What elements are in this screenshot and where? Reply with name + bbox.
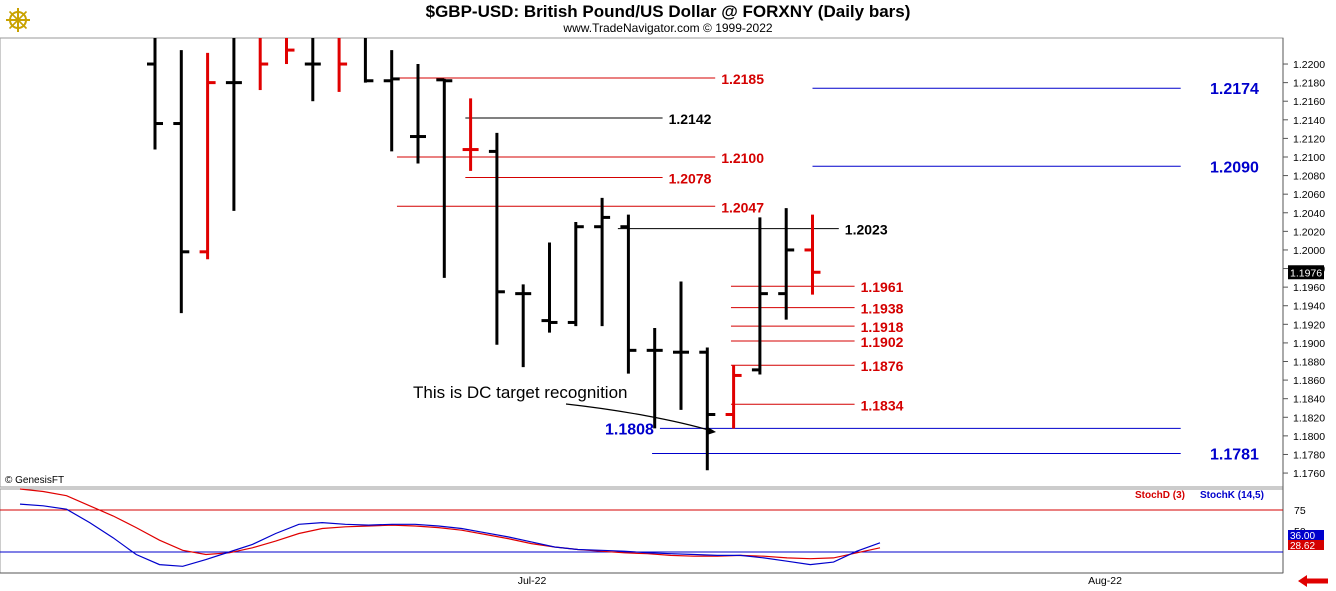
- copyright-text: © GenesisFT: [5, 475, 64, 486]
- time-axis: Jul-22 Aug-22: [518, 575, 1122, 587]
- y-tick-label: 1.2160: [1293, 96, 1325, 108]
- annotation-arrow: [565, 403, 713, 432]
- y-tick-label: 1.2140: [1293, 115, 1325, 127]
- chart-subtitle: www.TradeNavigator.com © 1999-2022: [563, 21, 773, 35]
- y-tick-label: 1.2100: [1293, 152, 1325, 164]
- y-tick-label: 1.2060: [1293, 189, 1325, 201]
- y-tick-label: 1.1900: [1293, 338, 1325, 350]
- y-tick-label: 1.1780: [1293, 449, 1325, 461]
- level-label: 1.1808: [605, 421, 654, 438]
- level-label: 1.1902: [861, 334, 904, 350]
- y-tick-label: 1.1820: [1293, 412, 1325, 424]
- level-label: 1.2185: [721, 71, 764, 87]
- price-bars: [147, 38, 821, 471]
- level-label: 1.2023: [845, 222, 888, 238]
- target-levels: 1.2185 1.2174 1.2142 1.2100 1.2090 1.2078 1.20…: [396, 71, 1259, 464]
- level-label: 1.1961: [861, 279, 904, 295]
- annotation-text: This is DC target recognition: [413, 383, 627, 402]
- y-tick-label: 1.1760: [1293, 468, 1325, 480]
- y-tick-label: 1.1940: [1293, 301, 1325, 313]
- scroll-left-arrow-icon[interactable]: [1297, 574, 1329, 588]
- last-price-label: 1.1976: [1290, 267, 1322, 279]
- y-tick-label: 1.1800: [1293, 431, 1325, 443]
- annotation-arrow-head: [706, 426, 716, 435]
- price-panel-frame: [0, 37, 1284, 488]
- level-label: 1.2078: [669, 170, 712, 186]
- stoch-panel-frame: [0, 488, 1284, 574]
- stochk-value: 36.00: [1290, 531, 1315, 542]
- level-label: 1.1834: [861, 397, 904, 413]
- level-label: 1.2174: [1210, 81, 1259, 98]
- level-label: 1.2047: [721, 199, 764, 215]
- level-label: 1.1781: [1210, 447, 1259, 464]
- legend-stochd: StochD (3): [1135, 490, 1185, 501]
- stochd-value-box: [1288, 540, 1324, 550]
- level-label: 1.1938: [861, 301, 904, 317]
- y-tick-label: 1.1840: [1293, 394, 1325, 406]
- y-tick-label: 1.1920: [1293, 319, 1325, 331]
- y-tick-label: 1.1880: [1293, 357, 1325, 369]
- ship-wheel-logo-icon: [6, 8, 30, 32]
- last-price-box: [1288, 265, 1324, 280]
- y-tick-label: 1.2020: [1293, 226, 1325, 238]
- level-label: 1.2142: [669, 111, 712, 127]
- stochk-value-box: [1288, 530, 1324, 540]
- y-tick-label: 1.2200: [1293, 59, 1325, 71]
- y-tick-label: 1.2120: [1293, 133, 1325, 145]
- y-tick-label: 1.2000: [1293, 245, 1325, 257]
- level-label: 1.1876: [861, 358, 904, 374]
- chart-title: $GBP-USD: British Pound/US Dollar @ FORX…: [425, 2, 911, 21]
- y-tick-label: 1.2080: [1293, 171, 1325, 183]
- chart-header: $GBP-USD: British Pound/US Dollar @ FORX…: [0, 0, 1336, 38]
- level-label: 1.2100: [721, 150, 764, 166]
- legend-stochk: StochK (14,5): [1200, 490, 1264, 501]
- x-tick-label: Jul-22: [518, 575, 547, 587]
- stoch-tick-label: 75: [1294, 505, 1306, 517]
- x-tick-label: Aug-22: [1088, 575, 1122, 587]
- level-label: 1.1918: [861, 319, 904, 335]
- stochd-value: 28.62: [1290, 541, 1315, 552]
- level-label: 1.2090: [1210, 159, 1259, 176]
- price-axis: 1.1760 1.1780 1.1800 1.1820 1.1840 1.1860 1.18…: [1283, 59, 1325, 480]
- y-tick-label: 1.1860: [1293, 375, 1325, 387]
- y-tick-label: 1.1960: [1293, 282, 1325, 294]
- y-tick-label: 1.2180: [1293, 78, 1325, 90]
- y-tick-label: 1.2040: [1293, 208, 1325, 220]
- stochk-line: [19, 503, 881, 567]
